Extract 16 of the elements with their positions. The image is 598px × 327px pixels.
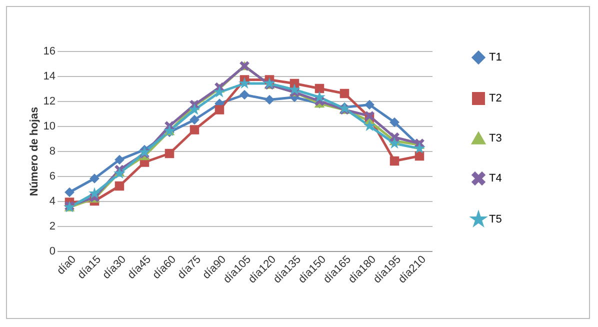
y-tick-label: 10 bbox=[43, 120, 56, 132]
y-tick-label: 0 bbox=[49, 246, 56, 258]
y-tick-label: 8 bbox=[49, 146, 56, 158]
legend-label: T4 bbox=[489, 172, 502, 184]
legend-label: T1 bbox=[489, 52, 502, 64]
y-tick-label: 12 bbox=[43, 96, 56, 108]
y-tick-label: 2 bbox=[49, 220, 56, 232]
y-tick-label: 6 bbox=[49, 170, 56, 182]
y-axis-title: Número de hojas bbox=[28, 106, 40, 196]
y-tick-label: 14 bbox=[43, 70, 56, 82]
legend-label: T2 bbox=[489, 92, 502, 104]
x-tick-label: día0 bbox=[54, 254, 78, 278]
y-tick-label: 4 bbox=[49, 196, 56, 208]
legend-label: T5 bbox=[489, 214, 502, 226]
legend-label: T3 bbox=[489, 132, 502, 144]
y-tick-label: 16 bbox=[43, 46, 56, 58]
